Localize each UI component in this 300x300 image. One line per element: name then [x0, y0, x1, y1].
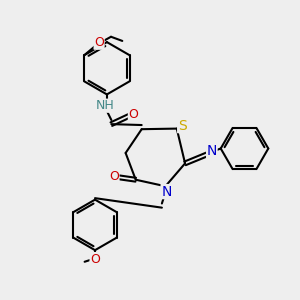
Text: O: O [109, 170, 119, 183]
Text: O: O [90, 253, 100, 266]
Text: N: N [161, 184, 172, 199]
Text: N: N [207, 145, 217, 158]
Text: O: O [128, 107, 138, 121]
Text: NH: NH [96, 99, 115, 112]
Text: O: O [94, 36, 104, 49]
Text: S: S [178, 118, 187, 133]
